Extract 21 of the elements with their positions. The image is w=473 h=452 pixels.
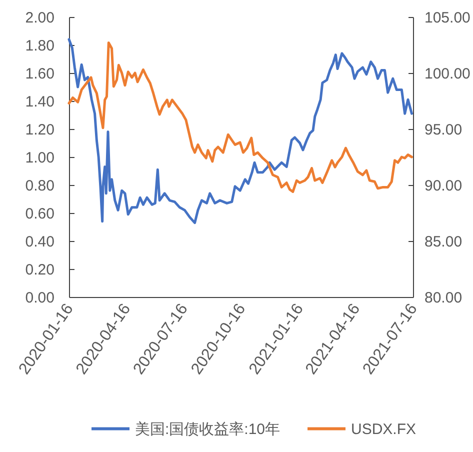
y2-tick-label: 90.00 bbox=[424, 178, 462, 194]
y-tick-label: 0.60 bbox=[25, 206, 54, 222]
y-tick-label: 1.80 bbox=[25, 38, 54, 54]
y2-tick-label: 100.00 bbox=[424, 66, 470, 82]
y2-tick-label: 85.00 bbox=[424, 234, 462, 250]
y-tick-label: 0.80 bbox=[25, 178, 54, 194]
y-tick-label: 0.20 bbox=[25, 262, 54, 278]
y2-tick-label: 80.00 bbox=[424, 290, 462, 306]
legend-label: USDX.FX bbox=[351, 420, 416, 438]
y2-tick-label: 105.00 bbox=[424, 10, 470, 26]
y-tick-label: 1.20 bbox=[25, 122, 54, 138]
line-series bbox=[68, 38, 413, 224]
y-tick-label: 2.00 bbox=[25, 10, 54, 26]
y2-tick-label: 95.00 bbox=[424, 122, 462, 138]
y-tick-label: 1.60 bbox=[25, 66, 54, 82]
y-tick-label: 0.00 bbox=[25, 290, 54, 306]
y-tick-label: 1.40 bbox=[25, 94, 54, 110]
y-tick-label: 0.40 bbox=[25, 234, 54, 250]
y-tick-label: 1.00 bbox=[25, 150, 54, 166]
line-series bbox=[68, 42, 413, 193]
legend-label: 美国:国债收益率:10年 bbox=[135, 420, 280, 438]
